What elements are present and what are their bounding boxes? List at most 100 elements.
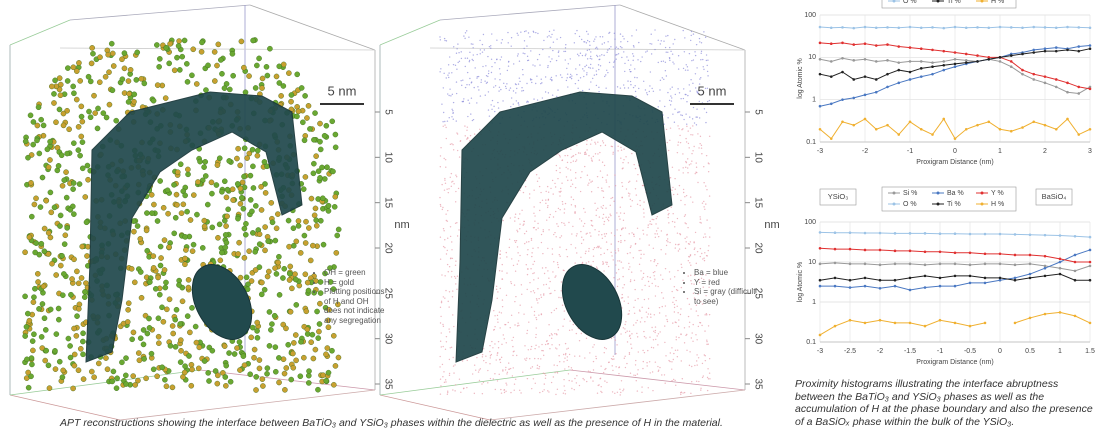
atom (672, 53, 673, 54)
atom (440, 237, 441, 238)
atom (630, 338, 631, 339)
atom (575, 205, 576, 206)
atom (464, 125, 465, 126)
atom (551, 312, 552, 313)
atom (562, 305, 563, 306)
atom (196, 366, 201, 371)
atom (165, 211, 170, 216)
atom (600, 36, 601, 37)
atom (222, 344, 227, 349)
atom (671, 97, 672, 98)
atom (553, 30, 554, 31)
atom (282, 371, 287, 376)
atom (665, 253, 666, 254)
data-point (1077, 45, 1080, 48)
atom (175, 170, 180, 175)
legend-label: H % (991, 0, 1004, 5)
atom (544, 273, 545, 274)
atom (231, 73, 236, 78)
atom (596, 215, 597, 216)
atom (25, 311, 30, 316)
atom (512, 375, 513, 376)
atom (602, 264, 603, 265)
atom (591, 220, 592, 221)
atom (642, 230, 643, 231)
atom (691, 337, 692, 338)
data-point (909, 263, 912, 266)
atom (506, 83, 507, 84)
atom (499, 68, 500, 69)
atom (510, 392, 511, 393)
depth-tick-label: 10 (752, 152, 763, 164)
atom (706, 344, 707, 345)
atom (84, 220, 89, 225)
atom (440, 322, 441, 323)
atom (294, 358, 299, 363)
atom (499, 257, 500, 258)
atom (553, 364, 554, 365)
atom (675, 188, 676, 189)
atom (519, 213, 520, 214)
atom (659, 307, 660, 308)
atom (178, 348, 183, 353)
atom (629, 331, 630, 332)
atom (445, 379, 446, 380)
atom (685, 161, 686, 162)
atom (453, 149, 454, 150)
atom (547, 36, 548, 37)
atom (549, 281, 550, 282)
atom (531, 238, 532, 239)
legend-label: Y % (991, 190, 1004, 197)
atom (668, 150, 669, 151)
atom (450, 95, 451, 96)
atom (565, 51, 566, 52)
atom (38, 204, 43, 209)
atom (629, 193, 630, 194)
atom (685, 113, 686, 114)
atom (606, 181, 607, 182)
atom (559, 191, 560, 192)
atom (303, 272, 308, 277)
atom (628, 60, 629, 61)
data-point (976, 60, 979, 63)
atom (557, 372, 558, 373)
atom (604, 76, 605, 77)
y-tick-label: 0.1 (806, 139, 816, 146)
atom (29, 356, 34, 361)
atom (509, 239, 510, 240)
atom (613, 61, 614, 62)
atom (631, 271, 632, 272)
atom (699, 38, 700, 39)
data-point (1055, 50, 1058, 53)
atom (620, 41, 621, 42)
atom (162, 377, 167, 382)
atom (451, 249, 452, 250)
atom (538, 177, 539, 178)
atom (453, 46, 454, 47)
atom (88, 79, 93, 84)
atom (624, 71, 625, 72)
data-point (1010, 54, 1013, 57)
atom (26, 385, 31, 390)
atom (627, 296, 628, 297)
atom (632, 60, 633, 61)
atom (305, 327, 310, 332)
atom (491, 109, 492, 110)
atom (450, 347, 451, 348)
atom (170, 323, 175, 328)
data-point (830, 137, 833, 140)
atom (683, 192, 684, 193)
atom (701, 145, 702, 146)
atom (634, 313, 635, 314)
atom (655, 361, 656, 362)
atom (440, 259, 441, 260)
atom (637, 369, 638, 370)
atom (39, 241, 44, 246)
data-point (834, 262, 837, 265)
atom (48, 190, 53, 195)
atom (700, 389, 701, 390)
atom (678, 141, 679, 142)
data-point (864, 26, 867, 29)
atom (473, 54, 474, 55)
atom (331, 333, 336, 338)
